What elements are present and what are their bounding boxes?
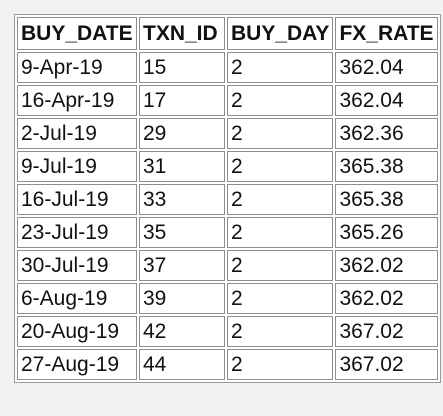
- cell-buy-day: 2: [227, 217, 334, 248]
- table-row: 20-Aug-19 42 2 367.02: [17, 316, 438, 347]
- cell-fx-rate: 362.04: [335, 85, 438, 116]
- cell-buy-day: 2: [227, 85, 334, 116]
- table-body: 9-Apr-19 15 2 362.04 16-Apr-19 17 2 362.…: [17, 52, 438, 380]
- cell-buy-day: 2: [227, 184, 334, 215]
- table-row: 23-Jul-19 35 2 365.26: [17, 217, 438, 248]
- cell-txn-id: 33: [139, 184, 225, 215]
- data-table: BUY_DATE TXN_ID BUY_DAY FX_RATE 9-Apr-19…: [14, 14, 441, 383]
- cell-buy-day: 2: [227, 283, 334, 314]
- cell-buy-day: 2: [227, 52, 334, 83]
- cell-fx-rate: 362.04: [335, 52, 438, 83]
- header-buy-day: BUY_DAY: [227, 17, 334, 50]
- cell-fx-rate: 362.02: [335, 283, 438, 314]
- cell-buy-day: 2: [227, 316, 334, 347]
- header-buy-date: BUY_DATE: [17, 17, 137, 50]
- cell-buy-date: 23-Jul-19: [17, 217, 137, 248]
- cell-txn-id: 44: [139, 349, 225, 380]
- cell-fx-rate: 362.02: [335, 250, 438, 281]
- cell-fx-rate: 365.38: [335, 184, 438, 215]
- cell-buy-date: 9-Apr-19: [17, 52, 137, 83]
- cell-buy-date: 2-Jul-19: [17, 118, 137, 149]
- cell-buy-date: 16-Jul-19: [17, 184, 137, 215]
- cell-fx-rate: 365.38: [335, 151, 438, 182]
- table-container: BUY_DATE TXN_ID BUY_DAY FX_RATE 9-Apr-19…: [14, 14, 441, 383]
- header-fx-rate: FX_RATE: [335, 17, 438, 50]
- cell-buy-date: 6-Aug-19: [17, 283, 137, 314]
- cell-fx-rate: 362.36: [335, 118, 438, 149]
- table-row: 9-Jul-19 31 2 365.38: [17, 151, 438, 182]
- cell-buy-day: 2: [227, 118, 334, 149]
- table-row: 16-Apr-19 17 2 362.04: [17, 85, 438, 116]
- table-row: 27-Aug-19 44 2 367.02: [17, 349, 438, 380]
- cell-buy-day: 2: [227, 250, 334, 281]
- table-row: 30-Jul-19 37 2 362.02: [17, 250, 438, 281]
- table-row: 2-Jul-19 29 2 362.36: [17, 118, 438, 149]
- header-row: BUY_DATE TXN_ID BUY_DAY FX_RATE: [17, 17, 438, 50]
- cell-txn-id: 31: [139, 151, 225, 182]
- cell-txn-id: 17: [139, 85, 225, 116]
- cell-buy-date: 9-Jul-19: [17, 151, 137, 182]
- cell-fx-rate: 367.02: [335, 349, 438, 380]
- cell-buy-day: 2: [227, 349, 334, 380]
- cell-buy-date: 30-Jul-19: [17, 250, 137, 281]
- table-row: 6-Aug-19 39 2 362.02: [17, 283, 438, 314]
- cell-txn-id: 39: [139, 283, 225, 314]
- table-row: 16-Jul-19 33 2 365.38: [17, 184, 438, 215]
- cell-fx-rate: 367.02: [335, 316, 438, 347]
- table-header: BUY_DATE TXN_ID BUY_DAY FX_RATE: [17, 17, 438, 50]
- cell-txn-id: 29: [139, 118, 225, 149]
- cell-fx-rate: 365.26: [335, 217, 438, 248]
- cell-buy-date: 27-Aug-19: [17, 349, 137, 380]
- cell-txn-id: 42: [139, 316, 225, 347]
- table-row: 9-Apr-19 15 2 362.04: [17, 52, 438, 83]
- cell-buy-date: 20-Aug-19: [17, 316, 137, 347]
- cell-txn-id: 15: [139, 52, 225, 83]
- cell-txn-id: 35: [139, 217, 225, 248]
- cell-txn-id: 37: [139, 250, 225, 281]
- cell-buy-day: 2: [227, 151, 334, 182]
- header-txn-id: TXN_ID: [139, 17, 225, 50]
- cell-buy-date: 16-Apr-19: [17, 85, 137, 116]
